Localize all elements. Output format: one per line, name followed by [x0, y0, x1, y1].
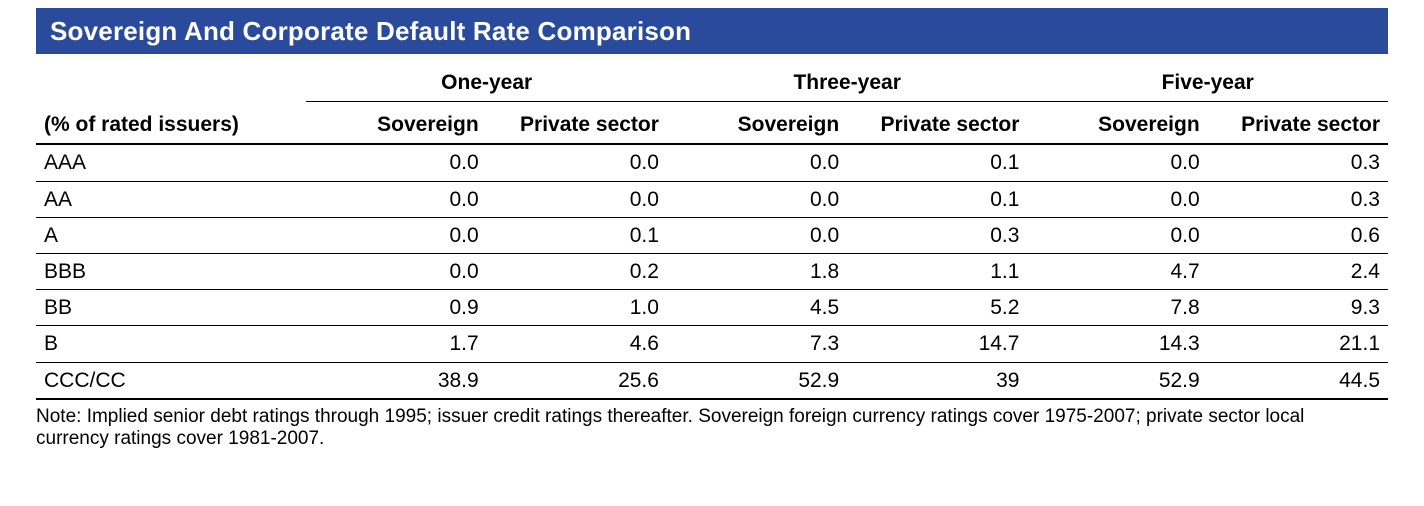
col-three-year-sovereign: Sovereign — [667, 102, 847, 145]
cell: 7.8 — [1027, 290, 1207, 326]
rating-label: AAA — [36, 144, 306, 181]
rating-label: BBB — [36, 253, 306, 289]
table-row: BB 0.9 1.0 4.5 5.2 7.8 9.3 — [36, 290, 1388, 326]
cell: 25.6 — [487, 362, 667, 399]
cell: 52.9 — [1027, 362, 1207, 399]
cell: 0.0 — [306, 217, 486, 253]
cell: 0.3 — [1208, 144, 1388, 181]
rating-label: CCC/CC — [36, 362, 306, 399]
rating-label: BB — [36, 290, 306, 326]
cell: 0.1 — [847, 181, 1027, 217]
cell: 14.7 — [847, 326, 1027, 362]
cell: 0.0 — [1027, 217, 1207, 253]
table-title-bar: Sovereign And Corporate Default Rate Com… — [36, 8, 1388, 54]
cell: 1.0 — [487, 290, 667, 326]
table-row: A 0.0 0.1 0.0 0.3 0.0 0.6 — [36, 217, 1388, 253]
cell: 44.5 — [1208, 362, 1388, 399]
column-group-one-year: One-year — [306, 62, 667, 102]
column-group-row: One-year Three-year Five-year — [36, 62, 1388, 102]
column-group-blank — [36, 62, 306, 102]
default-rate-table: One-year Three-year Five-year (% of rate… — [36, 62, 1388, 400]
cell: 0.0 — [487, 181, 667, 217]
cell: 0.0 — [306, 253, 486, 289]
cell: 21.1 — [1208, 326, 1388, 362]
cell: 0.0 — [306, 144, 486, 181]
column-group-five-year: Five-year — [1027, 62, 1388, 102]
col-one-year-private: Private sector — [487, 102, 667, 145]
cell: 0.1 — [847, 144, 1027, 181]
table-row: BBB 0.0 0.2 1.8 1.1 4.7 2.4 — [36, 253, 1388, 289]
cell: 0.6 — [1208, 217, 1388, 253]
cell: 0.1 — [487, 217, 667, 253]
cell: 0.0 — [667, 144, 847, 181]
cell: 38.9 — [306, 362, 486, 399]
cell: 0.0 — [487, 144, 667, 181]
cell: 0.0 — [667, 181, 847, 217]
cell: 0.2 — [487, 253, 667, 289]
column-group-three-year: Three-year — [667, 62, 1028, 102]
table-body: AAA 0.0 0.0 0.0 0.1 0.0 0.3 AA 0.0 0.0 0… — [36, 144, 1388, 398]
cell: 4.5 — [667, 290, 847, 326]
cell: 1.8 — [667, 253, 847, 289]
cell: 0.3 — [1208, 181, 1388, 217]
cell: 0.0 — [667, 217, 847, 253]
cell: 2.4 — [1208, 253, 1388, 289]
column-sub-row: (% of rated issuers) Sovereign Private s… — [36, 102, 1388, 145]
col-five-year-private: Private sector — [1208, 102, 1388, 145]
col-three-year-private: Private sector — [847, 102, 1027, 145]
col-one-year-sovereign: Sovereign — [306, 102, 486, 145]
table-row: AA 0.0 0.0 0.0 0.1 0.0 0.3 — [36, 181, 1388, 217]
cell: 9.3 — [1208, 290, 1388, 326]
table-row: CCC/CC 38.9 25.6 52.9 39 52.9 44.5 — [36, 362, 1388, 399]
table-row: AAA 0.0 0.0 0.0 0.1 0.0 0.3 — [36, 144, 1388, 181]
cell: 7.3 — [667, 326, 847, 362]
cell: 0.9 — [306, 290, 486, 326]
rating-label: B — [36, 326, 306, 362]
cell: 0.0 — [306, 181, 486, 217]
cell: 0.3 — [847, 217, 1027, 253]
cell: 39 — [847, 362, 1027, 399]
cell: 0.0 — [1027, 181, 1207, 217]
cell: 52.9 — [667, 362, 847, 399]
cell: 0.0 — [1027, 144, 1207, 181]
table-title: Sovereign And Corporate Default Rate Com… — [50, 16, 691, 46]
cell: 1.1 — [847, 253, 1027, 289]
rating-label: AA — [36, 181, 306, 217]
cell: 1.7 — [306, 326, 486, 362]
cell: 14.3 — [1027, 326, 1207, 362]
cell: 4.6 — [487, 326, 667, 362]
row-header-label: (% of rated issuers) — [36, 102, 306, 145]
table-footnote: Note: Implied senior debt ratings throug… — [36, 406, 1366, 451]
col-five-year-sovereign: Sovereign — [1027, 102, 1207, 145]
cell: 5.2 — [847, 290, 1027, 326]
table-row: B 1.7 4.6 7.3 14.7 14.3 21.1 — [36, 326, 1388, 362]
cell: 4.7 — [1027, 253, 1207, 289]
rating-label: A — [36, 217, 306, 253]
